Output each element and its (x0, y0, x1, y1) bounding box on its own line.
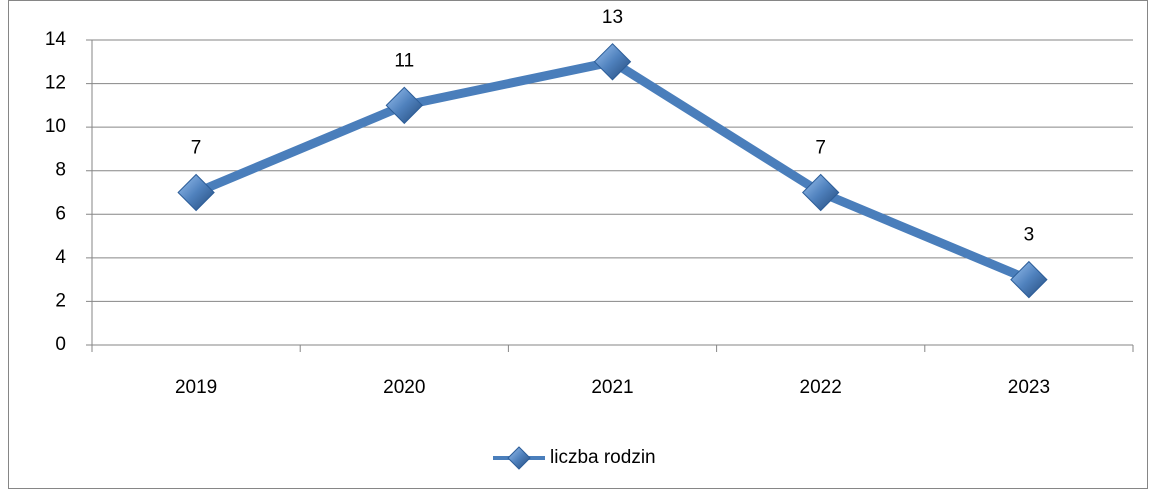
y-tick-label: 2 (55, 290, 66, 311)
x-tick-label: 2023 (1008, 377, 1050, 398)
marker (1010, 260, 1048, 299)
y-tick-label: 10 (45, 116, 66, 137)
marker (177, 173, 215, 212)
y-tick-label: 12 (45, 73, 66, 94)
x-tick-label: 2021 (591, 377, 633, 398)
y-tick-label: 0 (55, 334, 66, 355)
data-label: 3 (1024, 225, 1035, 246)
y-tick-label: 8 (55, 160, 66, 181)
chart-border (8, 0, 1148, 489)
x-tick-label: 2022 (800, 377, 842, 398)
y-tick-label: 6 (55, 203, 66, 224)
x-tick-label: 2020 (383, 377, 425, 398)
legend-marker (507, 446, 531, 470)
data-label: 7 (191, 138, 202, 159)
marker (385, 86, 424, 125)
data-label: 13 (602, 7, 623, 28)
legend-label: liczba rodzin (550, 447, 656, 468)
y-tick-label: 14 (45, 29, 67, 50)
data-label: 7 (815, 138, 826, 159)
marker (801, 173, 840, 212)
y-tick-label: 4 (55, 247, 66, 268)
marker (593, 43, 632, 81)
data-label: 11 (394, 50, 414, 71)
x-tick-label: 2019 (175, 377, 217, 398)
